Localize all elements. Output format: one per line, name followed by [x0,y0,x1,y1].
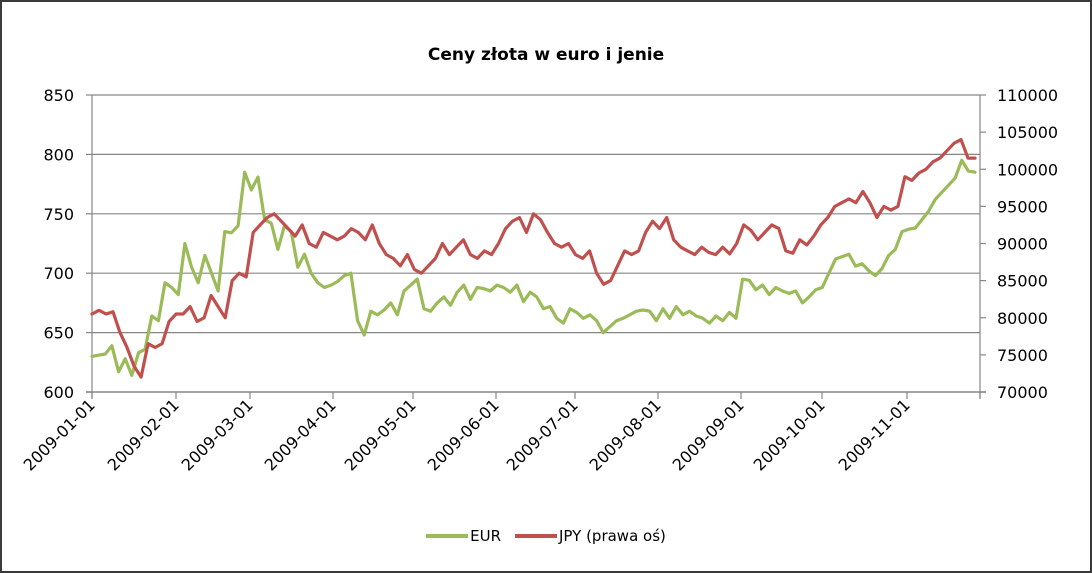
svg-text:750: 750 [43,205,74,224]
series-line-jpy [90,138,977,379]
svg-text:100000: 100000 [997,160,1058,179]
svg-text:2009-11-01: 2009-11-01 [835,395,914,474]
svg-text:110000: 110000 [997,86,1058,105]
svg-text:800: 800 [43,145,74,164]
chart-title: Ceny złota w euro i jenie [427,45,665,65]
svg-text:650: 650 [43,324,74,343]
svg-text:2009-04-01: 2009-04-01 [261,395,340,474]
legend-item-jpy: JPY (prawa oś) [515,527,666,545]
legend: EUR JPY (prawa oś) [0,527,1092,545]
svg-text:2009-03-01: 2009-03-01 [178,395,257,474]
svg-text:85000: 85000 [997,272,1048,291]
svg-text:75000: 75000 [997,346,1048,365]
svg-text:2009-05-01: 2009-05-01 [341,395,420,474]
svg-text:2009-09-01: 2009-09-01 [669,395,748,474]
svg-text:600: 600 [43,383,74,402]
svg-text:2009-10-01: 2009-10-01 [750,395,829,474]
axes [86,94,986,399]
series-lines [90,138,977,379]
legend-label-eur: EUR [470,527,501,545]
svg-text:105000: 105000 [997,123,1058,142]
svg-text:2009-06-01: 2009-06-01 [424,395,503,474]
y-axis-right-labels: 70000 75000 80000 85000 90000 95000 100000 1050… [997,86,1058,402]
svg-text:2009-07-01: 2009-07-01 [503,395,582,474]
legend-swatch-eur [426,534,469,538]
y-axis-left-labels: 600 650 700 750 800 850 [43,86,74,402]
svg-text:700: 700 [43,264,74,283]
svg-text:80000: 80000 [997,309,1048,328]
legend-label-jpy: JPY (prawa oś) [559,527,666,545]
series-line-eur [90,158,977,377]
svg-text:2009-01-01: 2009-01-01 [20,395,99,474]
svg-text:95000: 95000 [997,197,1048,216]
svg-text:2009-08-01: 2009-08-01 [586,395,665,474]
legend-item-eur: EUR [426,527,501,545]
legend-swatch-jpy [515,534,557,538]
svg-text:850: 850 [43,86,74,105]
svg-text:70000: 70000 [997,383,1048,402]
svg-text:90000: 90000 [997,235,1048,254]
svg-text:2009-02-01: 2009-02-01 [104,395,183,474]
